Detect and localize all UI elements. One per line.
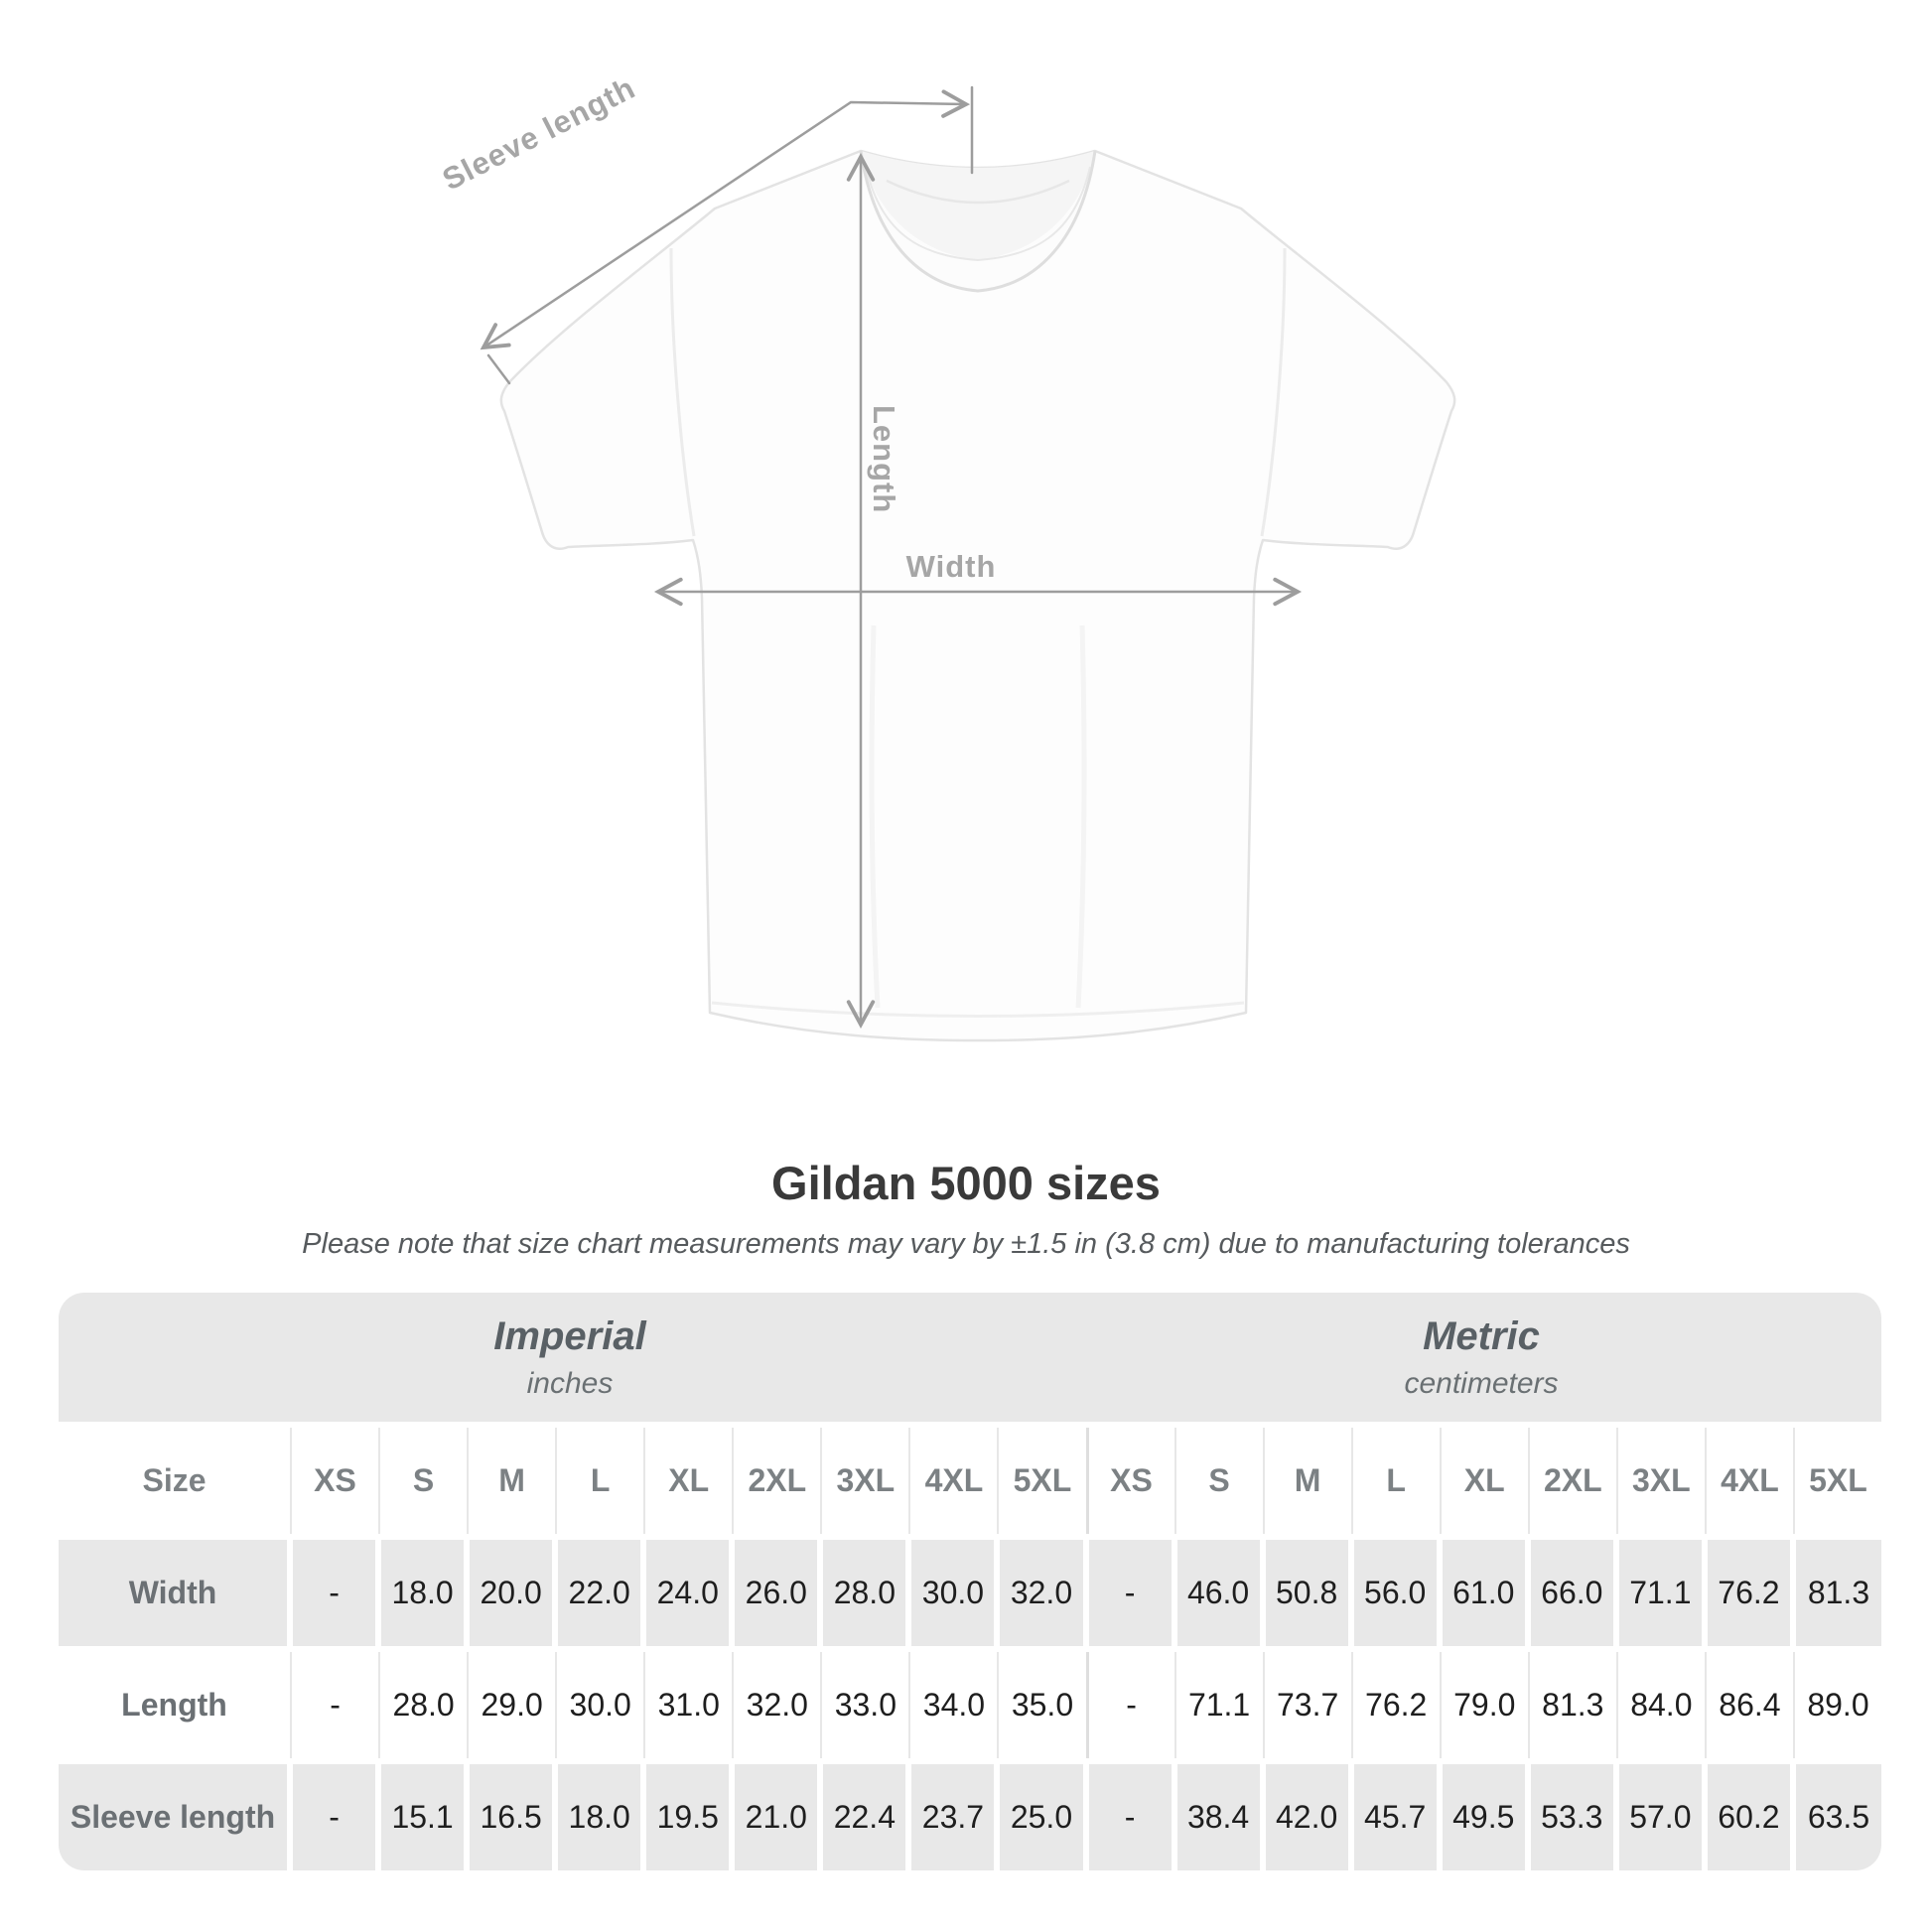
value-cell: 71.1 bbox=[1173, 1652, 1263, 1758]
row-label-length: Length bbox=[59, 1652, 290, 1758]
value-cell: 50.8 bbox=[1262, 1540, 1351, 1646]
size-col-header: XL bbox=[1439, 1428, 1528, 1534]
metric-label: Metric bbox=[1423, 1313, 1540, 1358]
value-cell: 38.4 bbox=[1173, 1764, 1263, 1870]
value-cell: 73.7 bbox=[1262, 1652, 1351, 1758]
size-col-header: 3XL bbox=[820, 1428, 909, 1534]
row-label-width: Width bbox=[59, 1540, 290, 1646]
value-cell: - bbox=[1085, 1540, 1174, 1646]
value-cell: 25.0 bbox=[997, 1764, 1086, 1870]
size-col-header: S bbox=[1173, 1428, 1263, 1534]
value-cell: 31.0 bbox=[643, 1652, 733, 1758]
value-cell: 28.0 bbox=[378, 1652, 468, 1758]
size-col-header: L bbox=[1350, 1428, 1440, 1534]
sleeve-length-arrow bbox=[480, 89, 971, 350]
value-cell: 66.0 bbox=[1527, 1540, 1616, 1646]
value-cell: 18.0 bbox=[555, 1764, 644, 1870]
heading-block: Gildan 5000 sizes Please note that size … bbox=[0, 1157, 1932, 1262]
value-cell: 32.0 bbox=[997, 1540, 1086, 1646]
corner-header: Size bbox=[59, 1428, 290, 1534]
size-col-header: 5XL bbox=[997, 1428, 1086, 1534]
size-col-header: L bbox=[555, 1428, 644, 1534]
imperial-label: Imperial bbox=[493, 1313, 646, 1358]
value-cell: 21.0 bbox=[732, 1764, 821, 1870]
value-cell: 53.3 bbox=[1527, 1764, 1616, 1870]
size-col-header: 4XL bbox=[1704, 1428, 1793, 1534]
value-cell: - bbox=[290, 1540, 379, 1646]
size-col-header: M bbox=[467, 1428, 556, 1534]
value-cell: 26.0 bbox=[732, 1540, 821, 1646]
length-label: Length bbox=[867, 405, 901, 514]
value-cell: 22.4 bbox=[820, 1764, 909, 1870]
value-cell: 19.5 bbox=[643, 1764, 733, 1870]
value-cell: 24.0 bbox=[643, 1540, 733, 1646]
size-table-grid: Size XS S M L XL 2XL 3XL 4XL 5XL XS S M … bbox=[59, 1428, 1881, 1870]
value-cell: 28.0 bbox=[820, 1540, 909, 1646]
metric-unit: centimeters bbox=[1404, 1366, 1559, 1400]
imperial-unit: inches bbox=[526, 1366, 614, 1400]
value-cell: 15.1 bbox=[378, 1764, 468, 1870]
value-cell: 46.0 bbox=[1173, 1540, 1263, 1646]
value-cell: 76.2 bbox=[1704, 1540, 1793, 1646]
size-col-header: S bbox=[378, 1428, 468, 1534]
value-cell: - bbox=[290, 1764, 379, 1870]
size-table: Imperial inches Metric centimeters Size … bbox=[59, 1293, 1881, 1870]
size-col-header: 2XL bbox=[1527, 1428, 1616, 1534]
value-cell: 60.2 bbox=[1704, 1764, 1793, 1870]
value-cell: 86.4 bbox=[1704, 1652, 1793, 1758]
value-cell: 56.0 bbox=[1350, 1540, 1440, 1646]
value-cell: 49.5 bbox=[1439, 1764, 1528, 1870]
value-cell: 57.0 bbox=[1615, 1764, 1705, 1870]
size-col-header: 5XL bbox=[1792, 1428, 1881, 1534]
cuff-tick bbox=[486, 353, 511, 385]
size-col-header: 4XL bbox=[908, 1428, 998, 1534]
unit-group-imperial: Imperial inches bbox=[59, 1293, 1081, 1422]
size-col-header: XS bbox=[1085, 1428, 1174, 1534]
value-cell: 71.1 bbox=[1615, 1540, 1705, 1646]
size-col-header: M bbox=[1262, 1428, 1351, 1534]
value-cell: 34.0 bbox=[908, 1652, 998, 1758]
value-cell: 22.0 bbox=[555, 1540, 644, 1646]
tshirt-graphic bbox=[480, 85, 1456, 1042]
value-cell: 45.7 bbox=[1350, 1764, 1440, 1870]
size-col-header: 3XL bbox=[1615, 1428, 1705, 1534]
value-cell: 35.0 bbox=[997, 1652, 1086, 1758]
value-cell: 20.0 bbox=[467, 1540, 556, 1646]
value-cell: 79.0 bbox=[1439, 1652, 1528, 1758]
size-col-header: XL bbox=[643, 1428, 733, 1534]
value-cell: - bbox=[1085, 1764, 1174, 1870]
value-cell: 61.0 bbox=[1439, 1540, 1528, 1646]
value-cell: 30.0 bbox=[555, 1652, 644, 1758]
value-cell: 32.0 bbox=[732, 1652, 821, 1758]
unit-group-metric: Metric centimeters bbox=[1081, 1293, 1881, 1422]
value-cell: 23.7 bbox=[908, 1764, 998, 1870]
size-col-header: XS bbox=[290, 1428, 379, 1534]
row-label-sleeve-length: Sleeve length bbox=[59, 1764, 290, 1870]
unit-group-header: Imperial inches Metric centimeters bbox=[59, 1293, 1881, 1422]
value-cell: - bbox=[290, 1652, 379, 1758]
tolerance-note: Please note that size chart measurements… bbox=[302, 1228, 1630, 1260]
value-cell: 89.0 bbox=[1792, 1652, 1881, 1758]
value-cell: 29.0 bbox=[467, 1652, 556, 1758]
value-cell: 42.0 bbox=[1262, 1764, 1351, 1870]
value-cell: 81.3 bbox=[1792, 1540, 1881, 1646]
tshirt-measurement-diagram: Sleeve length Length Width bbox=[437, 70, 1456, 1042]
value-cell: 18.0 bbox=[378, 1540, 468, 1646]
value-cell: 84.0 bbox=[1615, 1652, 1705, 1758]
value-cell: 30.0 bbox=[908, 1540, 998, 1646]
page-title: Gildan 5000 sizes bbox=[771, 1157, 1161, 1209]
measurement-arrows bbox=[480, 85, 1303, 1030]
value-cell: 81.3 bbox=[1527, 1652, 1616, 1758]
value-cell: 33.0 bbox=[820, 1652, 909, 1758]
value-cell: 63.5 bbox=[1792, 1764, 1881, 1870]
value-cell: 16.5 bbox=[467, 1764, 556, 1870]
value-cell: - bbox=[1085, 1652, 1174, 1758]
value-cell: 76.2 bbox=[1350, 1652, 1440, 1758]
width-label: Width bbox=[905, 549, 997, 584]
size-col-header: 2XL bbox=[732, 1428, 821, 1534]
